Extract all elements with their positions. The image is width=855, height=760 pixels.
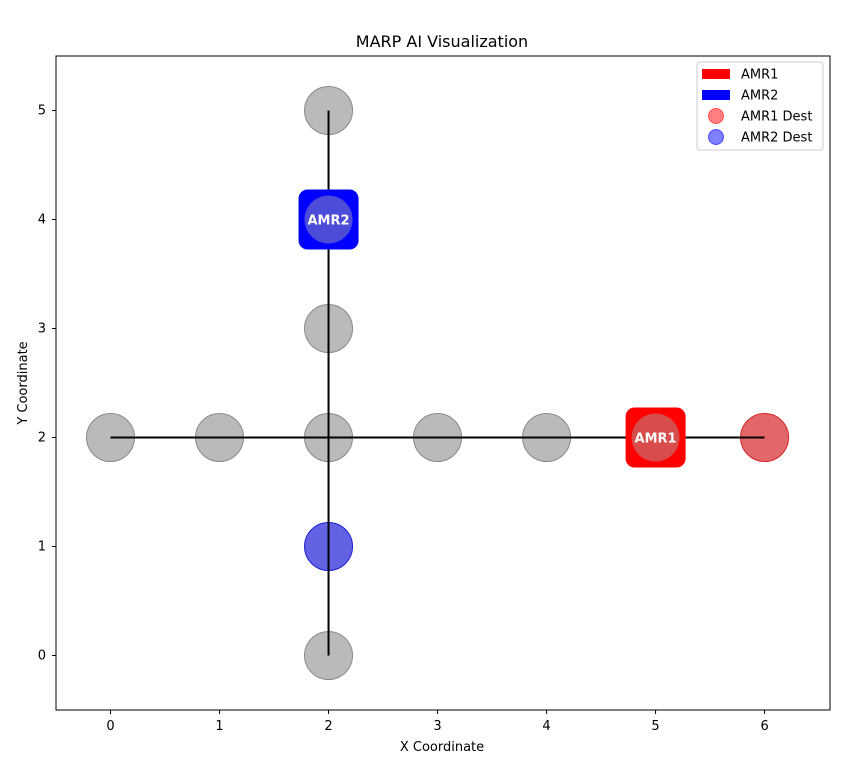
legend-swatch: [708, 129, 724, 145]
robot-marker: [298, 189, 359, 250]
x-tick-label: 2: [324, 719, 332, 734]
y-tick-label: 3: [38, 322, 46, 337]
legend-swatch: [708, 108, 724, 124]
legend-swatch: [702, 69, 730, 79]
x-tick-label: 3: [433, 719, 441, 734]
x-tick-label: 6: [760, 719, 768, 734]
robot-label: AMR1: [635, 432, 677, 447]
y-tick-label: 0: [38, 649, 46, 664]
legend: AMR1 AMR2 AMR1 Dest AMR2 Dest: [696, 61, 824, 151]
legend-box: [696, 61, 824, 151]
x-axis-label: X Coordinate: [400, 740, 484, 755]
y-tick-label: 4: [38, 213, 46, 228]
y-tick-label: 2: [38, 431, 46, 446]
robot-label: AMR2: [308, 214, 350, 229]
robot-node-overlay: [304, 195, 353, 244]
chart-title: MARP AI Visualization: [356, 32, 528, 51]
x-tick-label: 1: [215, 719, 223, 734]
legend-label: AMR2 Dest: [741, 131, 812, 146]
y-tick-label: 1: [38, 540, 46, 555]
legend-label: AMR1: [741, 68, 778, 83]
robot-marker: [625, 407, 686, 468]
plot-area: 0 1 2 3 4 5 6 0 1 2 3 4 5 AMR1 AMR2: [38, 55, 831, 734]
y-tick-label: 5: [38, 104, 46, 119]
robot-node-overlay: [631, 413, 680, 462]
x-tick-label: 5: [651, 719, 659, 734]
x-tick-label: 0: [106, 719, 114, 734]
y-axis-label: Y Coordinate: [16, 341, 31, 425]
x-tick-label: 4: [542, 719, 550, 734]
legend-label: AMR2: [741, 89, 778, 104]
legend-swatch: [702, 90, 730, 100]
legend-label: AMR1 Dest: [741, 110, 812, 125]
axes-frame: [55, 55, 831, 711]
